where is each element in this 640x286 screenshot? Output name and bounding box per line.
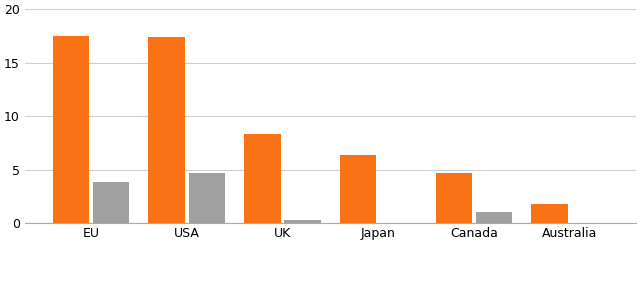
Bar (189, 173, 225, 223)
Bar (244, 134, 280, 223)
Bar (52, 36, 89, 223)
Bar (148, 37, 185, 223)
Bar (340, 155, 376, 223)
Bar (436, 173, 472, 223)
Bar (93, 182, 129, 223)
Bar (284, 221, 321, 223)
Bar (476, 212, 512, 223)
Bar (531, 204, 568, 223)
